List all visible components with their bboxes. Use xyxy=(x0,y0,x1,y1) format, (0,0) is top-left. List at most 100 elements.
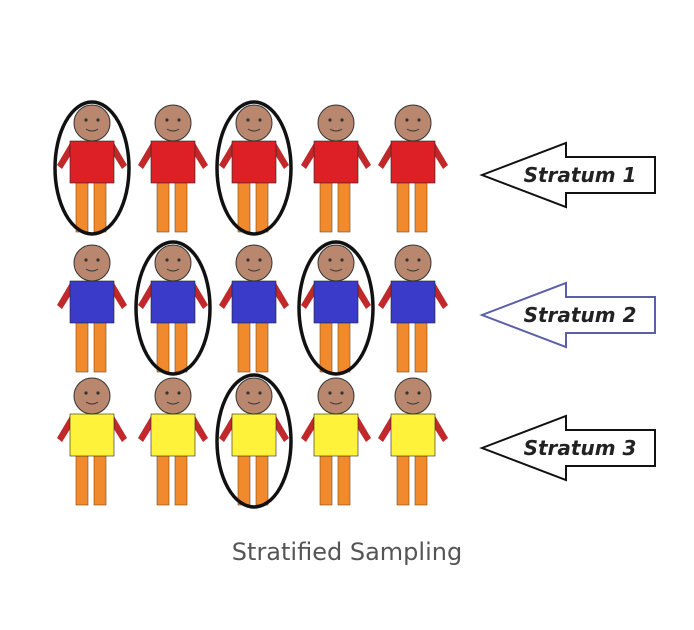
person-shirt xyxy=(313,280,359,324)
person-eye xyxy=(96,118,100,122)
person-mouth xyxy=(329,128,343,132)
person-leg xyxy=(414,319,428,373)
person-eye xyxy=(84,118,88,122)
person-figure xyxy=(57,377,127,506)
stratum-1-row xyxy=(53,100,448,236)
person-leg xyxy=(174,452,188,506)
person-figure xyxy=(134,240,212,376)
person-eye xyxy=(177,391,181,395)
person-head xyxy=(154,104,192,142)
person-arm xyxy=(378,143,393,169)
person-figure xyxy=(138,104,208,233)
selection-ring xyxy=(215,373,293,509)
person-figure xyxy=(138,377,208,506)
person-mouth xyxy=(329,268,343,272)
stratum-1-arrow: Stratum 1 xyxy=(479,141,656,209)
person-head xyxy=(394,377,432,415)
person-head xyxy=(317,377,355,415)
person-arm xyxy=(57,416,72,442)
person-arm xyxy=(193,283,208,309)
person-head xyxy=(317,104,355,142)
stratum-3-arrow: Stratum 3 xyxy=(479,414,656,482)
person-eye xyxy=(417,118,421,122)
person-shirt xyxy=(231,280,277,324)
person-eye xyxy=(340,391,344,395)
person-mouth xyxy=(247,268,261,272)
person-shirt xyxy=(231,140,277,184)
person-eye xyxy=(96,391,100,395)
person-eye xyxy=(165,391,169,395)
person-arm xyxy=(378,283,393,309)
person-leg xyxy=(396,452,410,506)
person-mouth xyxy=(406,268,420,272)
figure-caption: Stratified Sampling xyxy=(231,538,463,566)
person-leg xyxy=(93,319,107,373)
person-shirt xyxy=(150,140,196,184)
person-arm xyxy=(112,283,127,309)
person-eye xyxy=(340,258,344,262)
person-mouth xyxy=(166,128,180,132)
person-shirt xyxy=(69,413,115,457)
person-leg xyxy=(255,452,269,506)
person-arm xyxy=(356,143,371,169)
person-head xyxy=(394,244,432,282)
person-figure xyxy=(378,244,448,373)
person-shirt xyxy=(231,413,277,457)
person-arm xyxy=(274,416,289,442)
person-leg xyxy=(255,319,269,373)
person-shirt xyxy=(390,280,436,324)
person-head xyxy=(235,104,273,142)
person-arm xyxy=(433,143,448,169)
person-leg xyxy=(414,179,428,233)
person-arm xyxy=(301,283,316,309)
person-arm xyxy=(274,283,289,309)
person-eye xyxy=(165,258,169,262)
person-head xyxy=(317,244,355,282)
person-arm xyxy=(378,416,393,442)
person-shirt xyxy=(390,413,436,457)
person-arm xyxy=(219,283,234,309)
person-shirt xyxy=(69,140,115,184)
person-arm xyxy=(433,416,448,442)
person-eye xyxy=(328,391,332,395)
person-mouth xyxy=(166,401,180,405)
person-leg xyxy=(319,452,333,506)
person-figure xyxy=(57,244,127,373)
stratum-2-arrow: Stratum 2 xyxy=(479,281,656,349)
stratum-label: Stratum 2 xyxy=(524,303,637,327)
person-leg xyxy=(93,179,107,233)
person-figure xyxy=(297,240,375,376)
person-arm xyxy=(301,143,316,169)
person-leg xyxy=(319,179,333,233)
person-mouth xyxy=(85,128,99,132)
person-figure xyxy=(301,377,371,506)
person-figure xyxy=(215,100,293,236)
person-leg xyxy=(414,452,428,506)
person-eye xyxy=(246,258,250,262)
person-leg xyxy=(396,179,410,233)
arrow-shape xyxy=(479,141,656,209)
person-eye xyxy=(246,118,250,122)
person-figure xyxy=(53,100,131,236)
person-head xyxy=(73,377,111,415)
person-figure xyxy=(378,104,448,233)
stratum-2-row xyxy=(57,240,448,376)
person-leg xyxy=(337,319,351,373)
person-leg xyxy=(75,319,89,373)
person-arm xyxy=(219,143,234,169)
person-mouth xyxy=(406,401,420,405)
person-leg xyxy=(237,319,251,373)
person-arm xyxy=(193,143,208,169)
person-arm xyxy=(193,416,208,442)
person-eye xyxy=(328,258,332,262)
person-eye xyxy=(84,391,88,395)
person-eye xyxy=(258,258,262,262)
person-leg xyxy=(174,319,188,373)
person-eye xyxy=(258,391,262,395)
person-figure xyxy=(219,244,289,373)
person-shirt xyxy=(313,140,359,184)
person-eye xyxy=(405,391,409,395)
person-leg xyxy=(93,452,107,506)
arrow-shape xyxy=(479,281,656,349)
arrows-layer: Stratum 1 Stratum 2 Stratum 3 xyxy=(479,141,656,482)
